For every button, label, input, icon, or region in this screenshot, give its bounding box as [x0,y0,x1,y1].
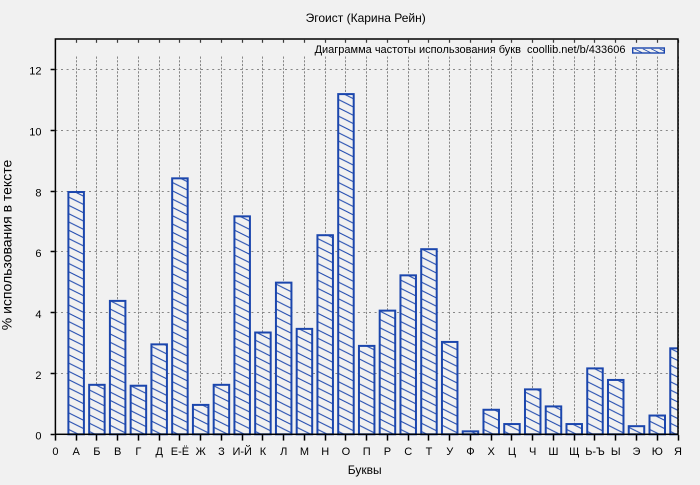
svg-text:10: 10 [29,127,41,139]
svg-text:Ы: Ы [611,446,621,458]
svg-text:6: 6 [35,248,41,260]
svg-text:Л: Л [280,446,287,458]
svg-text:Ф: Ф [466,446,474,458]
svg-text:Ж: Ж [196,446,206,458]
svg-text:Э: Э [633,446,641,458]
svg-text:О: О [342,446,351,458]
svg-text:12: 12 [29,66,41,78]
svg-text:8: 8 [35,187,41,199]
svg-text:Х: Х [488,446,496,458]
svg-text:К: К [260,446,267,458]
svg-text:Б: Б [93,446,100,458]
svg-text:Т: Т [426,446,433,458]
svg-text:П: П [363,446,371,458]
svg-text:И-Й: И-Й [232,445,251,458]
svg-text:У: У [446,446,454,458]
svg-text:2: 2 [35,370,41,382]
svg-text:4: 4 [35,309,41,321]
svg-text:Г: Г [135,446,141,458]
svg-text:Ш: Ш [548,446,558,458]
svg-text:0: 0 [52,446,58,458]
svg-text:Д: Д [155,446,163,458]
svg-text:0: 0 [35,431,41,443]
svg-text:Ь-Ъ: Ь-Ъ [585,446,605,458]
svg-text:Е-Ё: Е-Ё [171,446,189,458]
svg-text:З: З [218,446,225,458]
svg-text:Я: Я [674,446,682,458]
svg-text:Н: Н [321,446,329,458]
svg-text:С: С [404,446,412,458]
svg-text:Буквы: Буквы [348,463,382,477]
svg-text:А: А [72,446,80,458]
svg-text:Диаграмма частоты использовани: Диаграмма частоты использования букв coo… [315,44,626,56]
svg-text:% использования в тексте: % использования в тексте [0,160,14,331]
svg-text:Ч: Ч [529,446,536,458]
svg-text:Р: Р [384,446,391,458]
svg-text:В: В [114,446,121,458]
svg-text:М: М [300,446,309,458]
svg-text:Ю: Ю [652,446,663,458]
svg-text:Щ: Щ [569,446,579,458]
svg-text:Ц: Ц [508,446,516,458]
svg-text:Эгоист (Карина Рейн): Эгоист (Карина Рейн) [306,11,426,25]
